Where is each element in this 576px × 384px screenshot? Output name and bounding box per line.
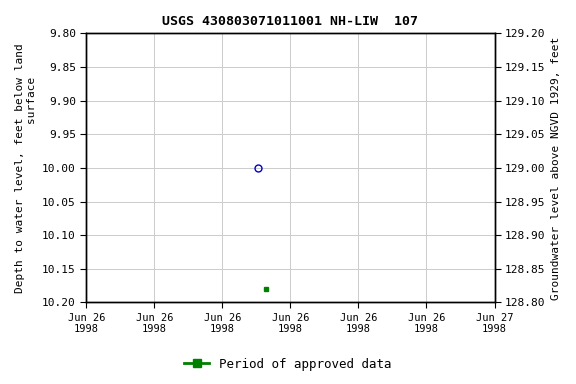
Legend: Period of approved data: Period of approved data (179, 353, 397, 376)
Y-axis label: Groundwater level above NGVD 1929, feet: Groundwater level above NGVD 1929, feet (551, 36, 561, 300)
Title: USGS 430803071011001 NH-LIW  107: USGS 430803071011001 NH-LIW 107 (162, 15, 418, 28)
Y-axis label: Depth to water level, feet below land
                    surface: Depth to water level, feet below land su… (15, 43, 37, 293)
